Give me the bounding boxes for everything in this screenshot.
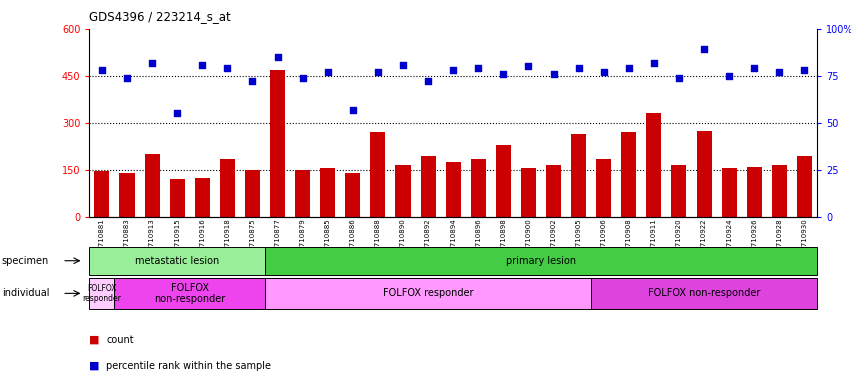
Bar [446,162,460,217]
Point [397,61,410,68]
Point [146,60,159,66]
Point [271,54,284,60]
Text: FOLFOX responder: FOLFOX responder [383,288,473,298]
Text: FOLFOX non-responder: FOLFOX non-responder [648,288,760,298]
Point [672,74,686,81]
Bar [220,159,235,217]
Point [622,65,636,71]
Bar [195,178,210,217]
Point [647,60,660,66]
Bar [496,145,511,217]
Point [572,65,585,71]
Point [496,71,510,77]
Point [522,63,535,70]
Text: count: count [106,335,134,345]
Text: FOLFOX
responder: FOLFOX responder [83,284,122,303]
Text: ■: ■ [89,335,100,345]
Point [296,74,310,81]
Point [697,46,711,53]
Point [220,65,234,71]
Bar [722,168,737,217]
Bar [772,165,787,217]
Bar [370,132,386,217]
Bar [647,114,661,217]
Bar [546,165,561,217]
Point [722,73,736,79]
Text: GDS4396 / 223214_s_at: GDS4396 / 223214_s_at [89,10,231,23]
Point [446,67,460,73]
Point [471,65,485,71]
Point [246,78,260,84]
Bar [320,168,335,217]
Text: ■: ■ [89,361,100,371]
Bar [621,132,637,217]
Bar [295,170,310,217]
Point [421,78,435,84]
Text: FOLFOX
non-responder: FOLFOX non-responder [154,283,226,304]
Bar [571,134,586,217]
Bar [597,159,611,217]
Bar [396,165,410,217]
Point [120,74,134,81]
Text: specimen: specimen [2,256,49,266]
Text: metastatic lesion: metastatic lesion [135,256,220,266]
Point [346,107,360,113]
Bar [119,173,134,217]
Bar [245,170,260,217]
Bar [145,154,160,217]
Bar [696,131,711,217]
Bar [797,156,812,217]
Bar [270,70,285,217]
Point [371,69,385,75]
Text: primary lesion: primary lesion [505,256,576,266]
Point [170,111,184,117]
Text: individual: individual [2,288,49,298]
Point [321,69,334,75]
Bar [671,165,687,217]
Point [95,67,109,73]
Point [546,71,560,77]
Bar [746,167,762,217]
Bar [94,172,110,217]
Bar [521,168,536,217]
Point [196,61,209,68]
Bar [346,173,360,217]
Bar [471,159,486,217]
Bar [420,156,436,217]
Point [797,67,811,73]
Point [773,69,786,75]
Point [597,69,610,75]
Text: percentile rank within the sample: percentile rank within the sample [106,361,271,371]
Bar [169,179,185,217]
Point [747,65,761,71]
